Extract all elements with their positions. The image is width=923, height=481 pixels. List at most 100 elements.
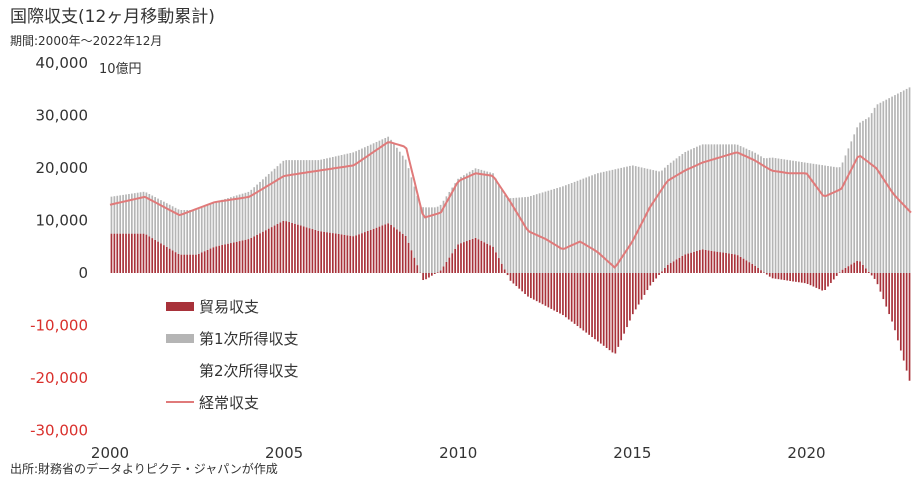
secondary-income-bar bbox=[713, 273, 716, 285]
trade-balance-bar bbox=[815, 273, 818, 288]
primary-income-bar bbox=[882, 101, 885, 274]
primary-income-bar bbox=[495, 178, 497, 253]
trade-balance-bar bbox=[232, 242, 235, 273]
trade-balance-bar bbox=[527, 273, 529, 297]
primary-income-bar bbox=[136, 192, 139, 234]
primary-income-bar bbox=[413, 186, 416, 258]
trade-balance-bar bbox=[687, 253, 690, 273]
primary-income-bar bbox=[396, 147, 398, 230]
primary-income-bar bbox=[524, 197, 526, 273]
primary-income-bar bbox=[681, 153, 684, 256]
trade-balance-bar bbox=[224, 244, 226, 273]
primary-income-bar bbox=[270, 171, 273, 228]
secondary-income-bar bbox=[573, 323, 576, 334]
secondary-income-bar bbox=[457, 273, 459, 282]
trade-balance-bar bbox=[492, 246, 494, 273]
primary-income-bar bbox=[160, 200, 162, 244]
primary-income-bar bbox=[629, 165, 631, 273]
primary-income-bar bbox=[492, 173, 494, 247]
primary-income-bar bbox=[509, 198, 512, 273]
secondary-income-bar bbox=[398, 273, 401, 282]
primary-income-bar bbox=[419, 205, 422, 273]
trade-balance-bar bbox=[760, 270, 762, 273]
primary-income-bar bbox=[279, 163, 282, 223]
trade-balance-bar bbox=[696, 250, 698, 273]
trade-balance-bar bbox=[591, 273, 593, 338]
secondary-income-bar bbox=[247, 273, 250, 280]
secondary-income-bar bbox=[739, 273, 742, 285]
secondary-income-bar bbox=[139, 273, 142, 279]
secondary-income-bar bbox=[157, 273, 159, 279]
trade-balance-bar bbox=[133, 233, 136, 273]
primary-income-bar bbox=[230, 197, 232, 244]
trade-balance-bar bbox=[355, 235, 357, 273]
trade-balance-bar bbox=[617, 273, 620, 347]
secondary-income-bar bbox=[576, 326, 579, 336]
trade-balance-bar bbox=[873, 273, 876, 279]
secondary-income-bar bbox=[751, 273, 754, 285]
primary-income-bar bbox=[366, 145, 369, 231]
trade-balance-bar bbox=[725, 252, 727, 273]
trade-balance-bar bbox=[407, 242, 410, 273]
primary-income-bar bbox=[649, 169, 652, 273]
primary-income-bar bbox=[241, 193, 244, 241]
primary-income-bar bbox=[197, 209, 200, 254]
primary-income-bar bbox=[672, 160, 675, 262]
x-tick-label: 2000 bbox=[91, 444, 129, 462]
secondary-income-bar bbox=[267, 273, 270, 280]
secondary-income-bar bbox=[783, 280, 786, 293]
trade-balance-bar bbox=[658, 273, 660, 275]
primary-income-bar bbox=[795, 161, 797, 273]
trade-balance-bar bbox=[410, 250, 413, 273]
primary-income-bar bbox=[640, 167, 643, 273]
primary-income-bar bbox=[652, 170, 655, 273]
primary-income-bar bbox=[556, 188, 558, 273]
secondary-income-bar bbox=[133, 273, 136, 279]
trade-balance-bar bbox=[530, 273, 532, 299]
trade-balance-bar bbox=[742, 258, 745, 273]
primary-income-bar bbox=[282, 160, 285, 221]
secondary-income-bar bbox=[867, 273, 870, 286]
y-axis-ticks: 40,000 30,000 20,000 10,000 0 -10,000 -20,000 -… bbox=[30, 54, 88, 440]
primary-income-bar bbox=[235, 195, 238, 242]
secondary-income-bar bbox=[626, 327, 628, 338]
trade-balance-bar bbox=[757, 267, 759, 273]
secondary-income-bar bbox=[798, 282, 800, 295]
primary-income-bar bbox=[867, 117, 870, 272]
trade-balance-bar bbox=[244, 239, 247, 273]
secondary-income-bar bbox=[655, 278, 657, 290]
secondary-income-bar bbox=[824, 290, 826, 303]
trade-balance-bar bbox=[151, 238, 154, 273]
secondary-income-bar bbox=[515, 286, 518, 296]
trade-balance-bar bbox=[876, 273, 879, 285]
trade-balance-bar bbox=[844, 267, 847, 273]
secondary-income-bar bbox=[832, 279, 835, 292]
primary-income-bar bbox=[716, 144, 719, 252]
trade-balance-bar bbox=[809, 273, 812, 286]
trade-balance-bar bbox=[620, 273, 623, 341]
trade-balance-bar bbox=[888, 273, 891, 315]
primary-income-bar bbox=[658, 171, 660, 273]
trade-balance-bar bbox=[119, 233, 122, 273]
primary-income-bar bbox=[800, 162, 803, 273]
primary-income-bar bbox=[483, 170, 486, 243]
trade-balance-bar bbox=[908, 273, 911, 381]
trade-balance-bar bbox=[227, 243, 229, 273]
primary-income-bar bbox=[352, 152, 355, 237]
trade-balance-bar bbox=[798, 273, 800, 283]
primary-income-bar bbox=[634, 166, 637, 273]
trade-balance-bar bbox=[256, 234, 258, 273]
trade-balance-bar bbox=[562, 273, 564, 316]
trade-balance-bar bbox=[637, 273, 640, 305]
secondary-income-bar bbox=[355, 273, 357, 281]
secondary-income-bar bbox=[733, 273, 736, 285]
primary-income-bar bbox=[305, 160, 308, 228]
trade-balance-bar bbox=[163, 245, 165, 273]
primary-income-bar bbox=[605, 171, 608, 273]
secondary-income-bar bbox=[570, 321, 573, 332]
trade-balance-bar bbox=[165, 246, 168, 273]
secondary-income-bar bbox=[591, 337, 593, 348]
trade-balance-bar bbox=[378, 226, 381, 273]
secondary-income-bar bbox=[550, 308, 553, 319]
trade-balance-bar bbox=[763, 272, 765, 273]
